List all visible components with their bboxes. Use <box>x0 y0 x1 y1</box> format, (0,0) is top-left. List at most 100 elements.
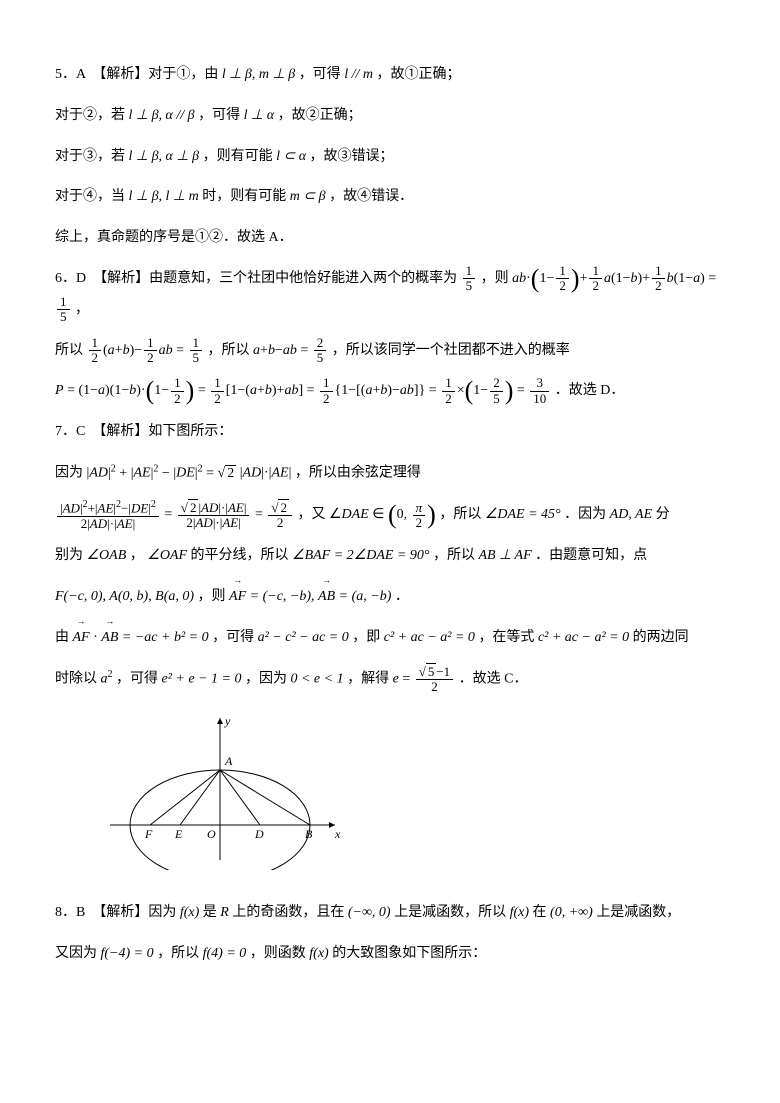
q5-line1: 5．A 【解析】对于①，由 l ⊥ β, m ⊥ β ，可得 l // m ，故… <box>55 60 725 91</box>
q7-l5d: ． <box>395 589 409 604</box>
q8-l1b: 是 <box>203 905 221 920</box>
q5-line2: 对于②，若 l ⊥ β, α // β ，可得 l ⊥ α ，故②正确； <box>55 101 725 132</box>
q7-l3g: 分 <box>656 508 670 523</box>
q7-l7i: ．故选 C． <box>459 672 528 687</box>
q7-l4i: ．由题意可知，点 <box>535 548 647 563</box>
q7-l7g: ，解得 <box>347 672 393 687</box>
lbl-B: B <box>305 827 313 841</box>
lbl-A: A <box>224 754 233 768</box>
q7-l5a: F(−c, 0), A(0, b), B(a, 0) <box>55 589 194 604</box>
q8-l1a: f(x) <box>180 905 199 920</box>
q5-l4a: 对于④，当 <box>55 189 129 204</box>
q5-l2c: ，可得 <box>198 108 244 123</box>
q7-l4e: 的平分线，所以 <box>191 548 293 563</box>
q5-line3: 对于③，若 l ⊥ β, α ⊥ β ，则有可能 l ⊂ α ，故③错误； <box>55 142 725 173</box>
q8-l2g: 的大致图象如下图所示： <box>332 946 486 961</box>
q7-l3f: AD, AE <box>610 508 653 523</box>
q8-l2c: ，所以 <box>157 946 203 961</box>
q6-l1c: ， <box>75 302 89 317</box>
q7-line2: 因为 |AD|2 + |AE|2 − |DE|2 = 2 |AD|·|AE| ，… <box>55 458 725 489</box>
q5-head: 5．A 【解析】对于①，由 <box>55 67 222 82</box>
lbl-y: y <box>224 714 231 728</box>
q8-head: 8．B 【解析】因为 <box>55 905 180 920</box>
q8-l1f: 上是减函数，所以 <box>394 905 510 920</box>
q5-l3b: l ⊥ β, α ⊥ β <box>129 149 200 164</box>
q7-l3e: ．因为 <box>564 508 610 523</box>
q7-l6g: ，在等式 <box>478 630 538 645</box>
frac-1-5: 15 <box>463 264 476 294</box>
q7-line5: F(−c, 0), A(0, b), B(a, 0) ，则 AF = (−c, … <box>55 582 725 613</box>
q7-l6e: ，即 <box>352 630 384 645</box>
q5-l3e: ，故③错误； <box>310 149 394 164</box>
q7-l2a: 因为 <box>55 466 87 481</box>
q7-l4h: AB ⊥ AF <box>479 548 532 563</box>
q7-l6i: 的两边同 <box>633 630 689 645</box>
q7-l3c: ，所以 <box>439 508 485 523</box>
q6-expr1: ab <box>512 271 526 286</box>
q6-l3b: ．故选 D． <box>555 383 625 398</box>
lbl-F: F <box>144 827 153 841</box>
q7-eq4: e² + e − 1 = 0 <box>162 672 242 687</box>
q6-line1: 6．D 【解析】由题意知，三个社团中他恰好能进入两个的概率为 15 ，则 ab·… <box>55 264 725 326</box>
q5-l2b: l ⊥ β, α // β <box>129 108 195 123</box>
q5-l1c: l // m <box>344 67 373 82</box>
q7-line4: 别为 ∠OAB ， ∠OAF 的平分线，所以 ∠BAF = 2∠DAE = 90… <box>55 541 725 572</box>
q7-line6: 由 AF · AB = −ac + b² = 0 ，可得 a² − c² − a… <box>55 623 725 654</box>
q5-l4e: ，故④错误． <box>329 189 413 204</box>
q5-l1d: ，故①正确； <box>376 67 460 82</box>
q8-l2a: 又因为 <box>55 946 101 961</box>
q7-eq2: c² + ac − a² = 0 <box>384 630 475 645</box>
q8-l1d: 上的奇函数，且在 <box>232 905 348 920</box>
q8-l1c: R <box>220 905 229 920</box>
q7-line3: |AD|2+|AE|2−|DE|2 2|AD|·|AE| = √2|AD|·|A… <box>55 499 725 531</box>
q8-line1: 8．B 【解析】因为 f(x) 是 R 上的奇函数，且在 (−∞, 0) 上是减… <box>55 898 725 929</box>
frac-big2: √2|AD|·|AE| 2|AD|·|AE| <box>178 501 250 531</box>
q8-l1j: 上是减函数， <box>596 905 680 920</box>
q5-l3d: l ⊂ α <box>276 149 306 164</box>
q5-l3a: 对于③，若 <box>55 149 129 164</box>
q7-l4g: ，所以 <box>433 548 479 563</box>
q7-l7c: ，可得 <box>116 672 162 687</box>
q5-l2a: 对于②，若 <box>55 108 129 123</box>
q8-l1g: f(x) <box>510 905 529 920</box>
q5-l3c: ，则有可能 <box>203 149 277 164</box>
q6-l2c: ，所以该同学一个社团都不进入的概率 <box>332 343 570 358</box>
q8-l2b: f(−4) = 0 <box>101 946 154 961</box>
q7-l7a: 时除以 <box>55 672 101 687</box>
q7-l6a: 由 <box>55 630 73 645</box>
q8-l1h: 在 <box>533 905 551 920</box>
q7-l3d: ∠DAE = 45° <box>485 508 561 523</box>
ellipse-chart: y x A F E O D B <box>95 710 725 883</box>
q5-line4: 对于④，当 l ⊥ β, l ⊥ m 时，则有可能 m ⊂ β ，故④错误． <box>55 182 725 213</box>
q8-l2f: f(x) <box>309 946 328 961</box>
q6-l2a: 所以 <box>55 343 87 358</box>
q7-eq3: c² + ac − a² = 0 <box>538 630 629 645</box>
q7-l3b: ，又 <box>297 508 329 523</box>
q7-l4a: 别为 <box>55 548 87 563</box>
q7-l2b: ，所以由余弦定理得 <box>295 466 421 481</box>
q5-line5: 综上，真命题的序号是①②．故选 A． <box>55 223 725 254</box>
q5-l4d: m ⊂ β <box>290 189 326 204</box>
q8-line2: 又因为 f(−4) = 0 ，所以 f(4) = 0 ，则函数 f(x) 的大致… <box>55 939 725 970</box>
q7-l7f: 0 < e < 1 <box>290 672 343 687</box>
lbl-x: x <box>334 827 341 841</box>
q7-l6c: ，可得 <box>212 630 258 645</box>
lbl-D: D <box>254 827 264 841</box>
q7-l4c: ， <box>130 548 144 563</box>
lbl-E: E <box>174 827 183 841</box>
q7-head: 7．C 【解析】如下图所示： <box>55 417 725 448</box>
q8-l2d: f(4) = 0 <box>203 946 247 961</box>
q5-l1a: l ⊥ β, m ⊥ β <box>222 67 295 82</box>
q7-eq1: a² − c² − ac = 0 <box>258 630 349 645</box>
ellipse-svg: y x A F E O D B <box>95 710 345 870</box>
q7-l7e: ，因为 <box>245 672 291 687</box>
q5-l4b: l ⊥ β, l ⊥ m <box>129 189 199 204</box>
frac-big1: |AD|2+|AE|2−|DE|2 2|AD|·|AE| <box>57 499 159 531</box>
lbl-O: O <box>207 827 216 841</box>
q7-line7: 时除以 a2 ，可得 e² + e − 1 = 0 ，因为 0 < e < 1 … <box>55 664 725 695</box>
q7-l5b: ，则 <box>198 589 230 604</box>
q6-l2b: ，所以 <box>208 343 254 358</box>
q7-l4b: ∠OAB <box>87 548 127 563</box>
q7-l4f: ∠BAF = 2∠DAE = 90° <box>292 548 429 563</box>
q8-l1i: (0, +∞) <box>550 905 593 920</box>
